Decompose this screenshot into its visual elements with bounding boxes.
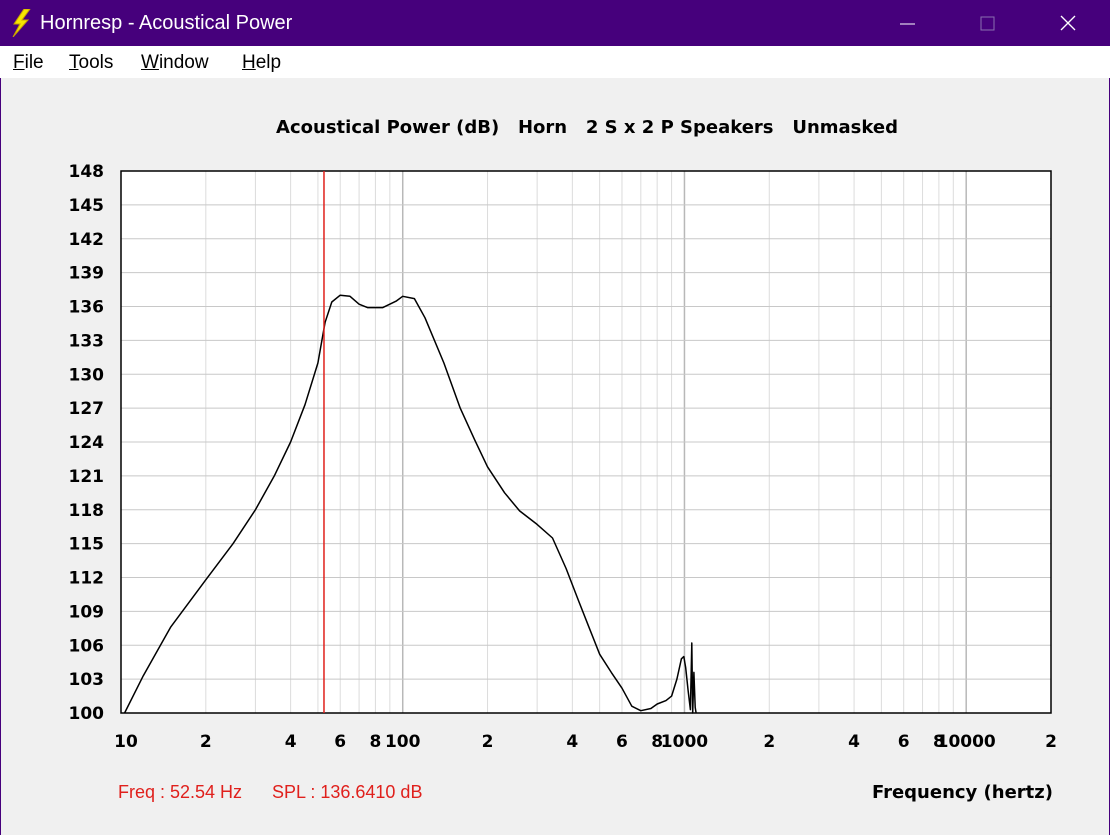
x-tick-label: 6 (898, 732, 910, 752)
x-axis-label: Frequency (hertz) (872, 782, 1053, 803)
maximize-icon (980, 16, 995, 31)
spl-readout: SPL : 136.6410 dB (272, 782, 422, 802)
x-tick-label: 4 (566, 732, 578, 752)
y-tick-label: 136 (69, 298, 105, 318)
window-title: Hornresp - Acoustical Power (40, 12, 293, 34)
x-tick-label: 2 (1045, 732, 1057, 752)
y-tick-label: 118 (69, 501, 105, 521)
y-tick-label: 139 (69, 264, 105, 284)
maximize-button[interactable] (948, 0, 1028, 46)
y-tick-label: 121 (69, 467, 105, 487)
y-tick-label: 148 (69, 162, 105, 182)
y-tick-label: 100 (69, 704, 105, 724)
y-tick-label: 142 (69, 230, 105, 250)
x-tick-label: 8 (933, 732, 945, 752)
menu-file[interactable]: File (13, 52, 44, 73)
x-tick-label: 10 (114, 732, 138, 752)
minimize-icon (900, 23, 915, 25)
x-tick-label: 1000 (661, 732, 708, 752)
freq-readout: Freq : 52.54 Hz (118, 782, 242, 802)
y-tick-label: 103 (69, 670, 105, 690)
acoustical-power-chart[interactable]: Acoustical Power (dB) Horn 2 S x 2 P Spe… (1, 78, 1109, 835)
x-tick-label: 6 (616, 732, 628, 752)
x-tick-label: 4 (285, 732, 297, 752)
y-tick-label: 112 (69, 569, 105, 589)
y-tick-label: 133 (69, 331, 105, 351)
title-bar: Hornresp - Acoustical Power (0, 0, 1110, 46)
y-tick-label: 145 (69, 196, 105, 216)
y-tick-label: 109 (69, 602, 105, 622)
x-tick-label: 2 (763, 732, 775, 752)
y-tick-label: 115 (69, 535, 105, 555)
chart-area[interactable]: Acoustical Power (dB) Horn 2 S x 2 P Spe… (0, 78, 1110, 835)
y-tick-label: 127 (69, 399, 105, 419)
chart-title: Acoustical Power (dB) Horn 2 S x 2 P Spe… (276, 117, 898, 138)
lightning-bolt-icon (12, 9, 31, 37)
y-tick-label: 130 (69, 365, 105, 385)
menu-bar: File Tools Window Help (0, 46, 1110, 78)
menu-help[interactable]: Help (242, 52, 282, 73)
x-tick-label: 6 (334, 732, 346, 752)
menu-window[interactable]: Window (141, 52, 209, 73)
x-tick-label: 2 (200, 732, 212, 752)
power-curve (123, 294, 697, 714)
y-tick-label: 106 (69, 636, 105, 656)
close-icon (1060, 15, 1076, 31)
plot-frame (120, 170, 1052, 714)
menu-tools[interactable]: Tools (69, 52, 114, 73)
x-tick-label: 2 (482, 732, 494, 752)
x-tick-label: 10000 (937, 732, 996, 752)
x-tick-label: 8 (651, 732, 663, 752)
x-tick-label: 4 (848, 732, 860, 752)
y-tick-label: 124 (69, 433, 105, 453)
minimize-button[interactable] (868, 0, 948, 46)
x-tick-label: 8 (370, 732, 382, 752)
x-tick-label: 100 (385, 732, 421, 752)
close-button[interactable] (1030, 0, 1110, 46)
